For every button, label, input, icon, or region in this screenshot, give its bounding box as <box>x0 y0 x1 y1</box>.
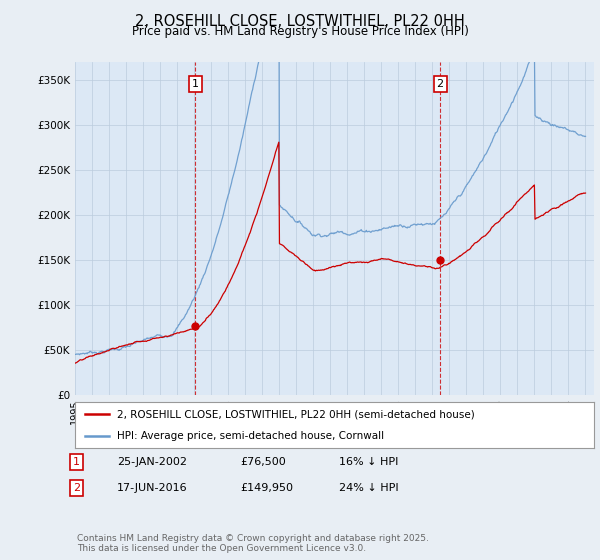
Text: 2, ROSEHILL CLOSE, LOSTWITHIEL, PL22 0HH: 2, ROSEHILL CLOSE, LOSTWITHIEL, PL22 0HH <box>135 14 465 29</box>
Text: 2, ROSEHILL CLOSE, LOSTWITHIEL, PL22 0HH (semi-detached house): 2, ROSEHILL CLOSE, LOSTWITHIEL, PL22 0HH… <box>116 409 474 419</box>
Text: 16% ↓ HPI: 16% ↓ HPI <box>339 457 398 467</box>
Text: HPI: Average price, semi-detached house, Cornwall: HPI: Average price, semi-detached house,… <box>116 431 383 441</box>
Text: 17-JUN-2016: 17-JUN-2016 <box>117 483 188 493</box>
Text: 25-JAN-2002: 25-JAN-2002 <box>117 457 187 467</box>
Text: 1: 1 <box>73 457 80 467</box>
Text: Contains HM Land Registry data © Crown copyright and database right 2025.
This d: Contains HM Land Registry data © Crown c… <box>77 534 428 553</box>
Text: 2: 2 <box>437 79 444 89</box>
Text: Price paid vs. HM Land Registry's House Price Index (HPI): Price paid vs. HM Land Registry's House … <box>131 25 469 38</box>
Text: £76,500: £76,500 <box>240 457 286 467</box>
Text: £149,950: £149,950 <box>240 483 293 493</box>
Text: 1: 1 <box>192 79 199 89</box>
Text: 24% ↓ HPI: 24% ↓ HPI <box>339 483 398 493</box>
Text: 2: 2 <box>73 483 80 493</box>
